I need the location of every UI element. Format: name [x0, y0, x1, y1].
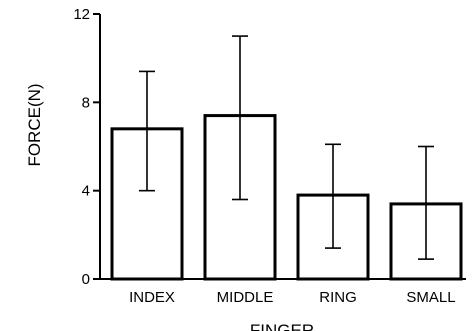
y-tick-label: 12: [73, 6, 90, 23]
y-tick-label: 0: [82, 271, 90, 288]
x-tick-label: RING: [319, 289, 357, 306]
x-tick-labels: INDEX MIDDLE RING SMALL: [129, 289, 456, 306]
error-bars: [139, 35, 434, 260]
x-axis-title: FINGER: [250, 321, 314, 331]
y-tick-label: 8: [82, 94, 90, 111]
x-tick-label: MIDDLE: [217, 289, 274, 306]
y-ticks: 0 4 8 12: [73, 6, 100, 288]
y-tick-label: 4: [82, 183, 90, 200]
x-tick-label: SMALL: [406, 289, 455, 306]
bars: [110, 114, 463, 281]
x-tick-label: INDEX: [129, 289, 175, 306]
y-axis-title: FORCE(N): [25, 83, 44, 166]
